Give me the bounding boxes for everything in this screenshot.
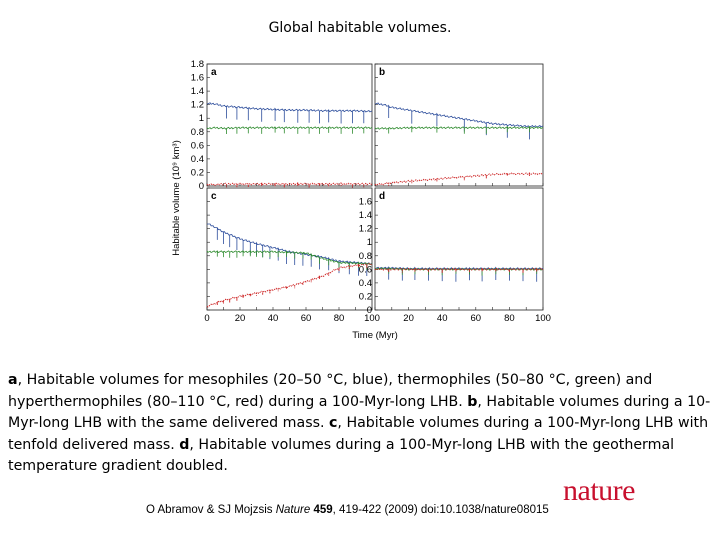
y-tick-label: 1 [199, 113, 204, 124]
series-line-b-1 [374, 125, 544, 134]
citation-journal: Nature [275, 504, 311, 516]
y-tick-label: 1.8 [191, 59, 204, 70]
caption-text-a: , Habitable volumes for mesophiles (20–5… [8, 372, 653, 410]
x-tick-label: 60 [301, 313, 312, 324]
y-tick-label: 0.4 [359, 278, 372, 289]
citation: O Abramov & SJ Mojzsis Nature 459, 419-4… [146, 504, 549, 516]
series-line-a-1 [206, 126, 373, 134]
caption-label-b: b [467, 393, 478, 410]
x-tick-label: 0 [204, 313, 209, 324]
caption-label-d: d [179, 436, 190, 453]
y-tick-label: 1.4 [359, 210, 372, 221]
y-tick-label: 0.8 [191, 127, 204, 138]
x-tick-label: 40 [268, 313, 279, 324]
caption-label-c: c [329, 415, 338, 431]
citation-volume: 459 [313, 504, 333, 516]
series-line-d-1 [374, 267, 544, 276]
panel-label-b: b [379, 67, 385, 78]
series-line-c-2 [206, 262, 373, 308]
panel-label-d: d [379, 191, 385, 202]
y-tick-label: 1.2 [191, 100, 204, 111]
habitable-volume-figure: Habitable volume (10⁹ km³) a 0 0.2 0.4 0.6 0.… [171, 59, 551, 341]
y-tick-label: 0.6 [191, 140, 204, 151]
x-axis-label: Time (Myr) [352, 330, 398, 341]
y-tick-label: 1.4 [191, 86, 204, 97]
slide-title: Global habitable volumes. [268, 20, 452, 36]
panel-label-a: a [211, 67, 217, 78]
y-tick-label: 1.6 [359, 197, 372, 208]
y-tick-label: 0.6 [359, 264, 372, 275]
y-axis-label: Habitable volume (10⁹ km³) [171, 140, 182, 255]
x-tick-label: 100 [364, 313, 380, 324]
nature-logo: nature [563, 474, 635, 507]
y-tick-label: 1 [367, 237, 372, 248]
x-tick-label: 100 [535, 313, 551, 324]
panel-frame-c [206, 187, 373, 311]
y-tick-label: 0.8 [359, 251, 372, 262]
x-tick-label: 60 [471, 313, 482, 324]
series-line-b-2 [374, 171, 544, 187]
y-tick-label: 0.4 [191, 154, 204, 165]
series-line-a-0 [206, 102, 373, 124]
caption-label-a: a [8, 372, 18, 388]
citation-authors: O Abramov & SJ Mojzsis [146, 504, 276, 516]
y-tick-label: 1.2 [359, 224, 372, 235]
y-tick-label: 0.2 [191, 167, 204, 178]
x-tick-label: 80 [334, 313, 345, 324]
x-tick-label: 40 [437, 313, 448, 324]
panel-frame-a [206, 63, 373, 187]
caption-text-c: , Habitable volumes during a 100-Myr-lon… [8, 415, 709, 453]
series-line-b-0 [374, 102, 544, 140]
figure-caption: a, Habitable volumes for mesophiles (20–… [8, 370, 713, 478]
x-tick-label: 80 [504, 313, 515, 324]
y-tick-label: 1.6 [191, 73, 204, 84]
y-tick-label: 0 [367, 305, 372, 316]
panel-frame-b [374, 63, 544, 187]
y-tick-label: 0 [199, 181, 204, 192]
panel-frame-d [374, 187, 544, 311]
caption-text-b: , Habitable volumes during a 10-Myr-long… [8, 393, 711, 432]
series-line-c-1 [206, 249, 373, 270]
citation-details: , 419-422 (2009) doi:10.1038/nature08015 [332, 504, 549, 516]
panel-label-c: c [211, 191, 217, 202]
x-tick-label: 20 [403, 313, 414, 324]
caption-text-d: , Habitable volumes during a 100-Myr-lon… [8, 436, 675, 475]
y-tick-label: 0.2 [359, 291, 372, 302]
x-tick-label: 20 [235, 313, 246, 324]
